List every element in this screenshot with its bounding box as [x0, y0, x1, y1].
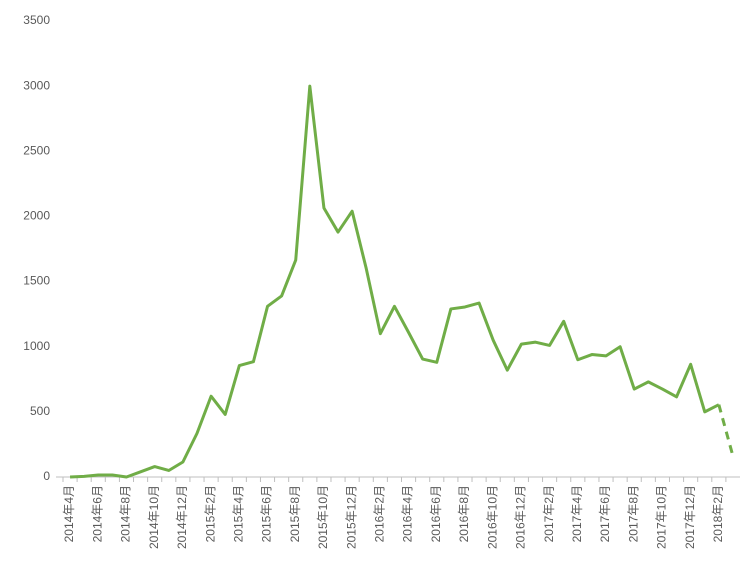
x-tick-label: 2015年6月 — [260, 485, 274, 542]
x-tick-label: 2014年8月 — [119, 485, 133, 542]
x-tick-label: 2015年2月 — [203, 485, 217, 542]
y-tick-label: 1000 — [23, 339, 50, 353]
x-tick-label: 2016年6月 — [429, 485, 443, 542]
x-tick-label: 2016年4月 — [401, 485, 415, 542]
x-tick-label: 2014年10月 — [147, 485, 161, 549]
x-tick-label: 2018年2月 — [711, 485, 725, 542]
x-tick-label: 2017年6月 — [598, 485, 612, 542]
y-tick-label: 1500 — [23, 274, 50, 288]
y-tick-label: 3000 — [23, 78, 50, 92]
data-line — [69, 84, 720, 479]
x-tick-label: 2017年2月 — [542, 485, 556, 542]
x-tick-label: 2017年12月 — [683, 485, 697, 549]
x-tick-label: 2016年10月 — [485, 485, 499, 549]
y-tick-label: 500 — [30, 404, 50, 418]
y-tick-label: 2500 — [23, 143, 50, 157]
x-tick-label: 2014年4月 — [62, 485, 76, 542]
x-tick-label: 2016年12月 — [514, 485, 528, 549]
x-tick-label: 2016年2月 — [373, 485, 387, 542]
data-line — [717, 404, 735, 457]
x-tick-label: 2015年8月 — [288, 485, 302, 542]
x-tick-label: 2014年12月 — [175, 485, 189, 549]
x-tick-label: 2016年8月 — [457, 485, 471, 542]
x-tick-label: 2017年10月 — [655, 485, 669, 549]
x-tick-label: 2017年8月 — [626, 485, 640, 542]
y-tick-label: 2000 — [23, 209, 50, 223]
x-tick-label: 2015年12月 — [344, 485, 358, 549]
x-tick-label: 2015年10月 — [316, 485, 330, 549]
x-tick-label: 2014年6月 — [90, 485, 104, 542]
y-tick-label: 3500 — [23, 13, 50, 27]
x-tick-label: 2017年4月 — [570, 485, 584, 542]
y-tick-label: 0 — [43, 469, 50, 483]
x-tick-label: 2015年4月 — [231, 485, 245, 542]
